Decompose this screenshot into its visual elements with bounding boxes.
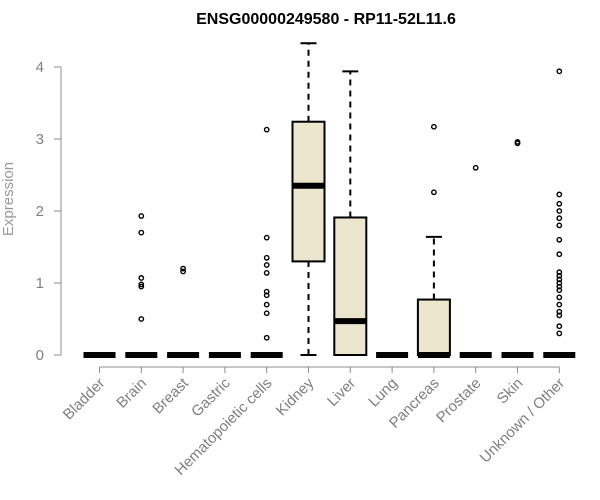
outlier-point [514,138,521,145]
outlier-point [263,292,270,299]
x-tick-label: Kidney [273,374,318,419]
outlier-point [263,254,270,261]
outlier-point [263,270,270,276]
outlier-point [263,334,270,341]
outlier-point [556,269,563,276]
outlier-point [138,283,145,290]
y-axis-label: Expression [0,162,17,236]
outlier-point [138,213,145,219]
box-group [125,213,158,358]
box-group [167,265,200,358]
box-group [459,164,492,358]
outlier-point [556,301,563,308]
outlier-point [556,200,563,207]
box-iqr [416,298,451,356]
outlier-point [556,276,563,283]
outlier-point [556,323,563,330]
plot-area [83,42,576,358]
box-group [543,68,576,358]
outlier-point [556,272,563,279]
outlier-point [556,208,563,214]
outlier-point [556,222,563,229]
outlier-point [180,268,187,275]
x-tick-label: Prostate [433,375,485,427]
outlier-point [556,312,563,319]
box-group [333,70,368,356]
x-tick-label: Liver [324,375,359,410]
x-tick-label: Bladder [60,375,109,424]
box-group [291,42,326,356]
box-iqr [291,120,326,263]
outlier-point [138,275,145,281]
outlier-point [430,123,437,130]
outlier-point [556,215,563,222]
y-axis: 0 1 2 3 4 [36,59,62,364]
outlier-point [180,265,187,272]
x-tick-label: Brain [113,375,150,412]
outlier-point [556,68,563,75]
outlier-point [556,330,563,337]
outlier-point [138,229,145,236]
outlier-point [556,308,563,315]
y-tick-label: 4 [36,59,44,76]
outlier-point [556,280,563,286]
outlier-point [138,316,145,322]
chart-title: ENSG00000249580 - RP11-52L11.6 [196,11,456,28]
outlier-point [263,310,270,317]
outlier-point [556,191,563,198]
box-iqr [333,216,368,356]
box-group [416,123,451,358]
x-tick-label: Skin [494,375,527,408]
y-tick-label: 2 [36,203,44,220]
outlier-point [263,262,270,268]
box-group [250,126,283,358]
x-tick-label: Lung [365,375,401,411]
x-tick-label: Breast [149,374,192,417]
outlier-point [263,234,270,241]
y-tick-label: 3 [36,131,44,148]
outlier-point [263,288,270,295]
outlier-point [263,126,270,133]
outlier-point [556,294,563,301]
y-tick-label: 0 [36,347,44,364]
outlier-point [556,236,563,243]
outlier-point [263,301,270,308]
y-tick-label: 1 [36,275,44,292]
outlier-point [556,283,563,290]
outlier-point [556,287,563,294]
outlier-point [430,189,437,196]
outlier-point [472,164,479,171]
outlier-point [556,251,563,258]
outlier-point [138,281,145,288]
box-group [501,138,534,358]
